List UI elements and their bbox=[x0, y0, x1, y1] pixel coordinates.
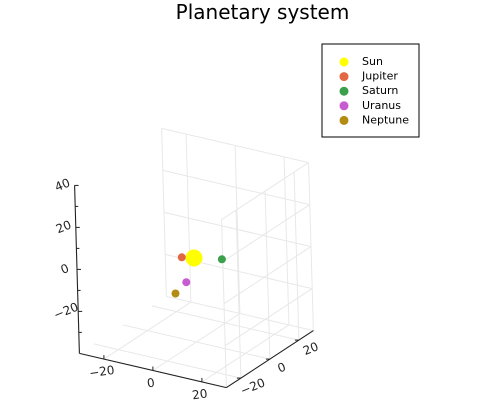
floor-gridline bbox=[93, 343, 242, 379]
pane-edge bbox=[161, 128, 167, 297]
grid-layer bbox=[93, 127, 314, 389]
point-layer bbox=[171, 249, 226, 298]
z-tick-label: 20 bbox=[54, 218, 73, 237]
y-tick-label: −20 bbox=[238, 375, 267, 397]
pane-edge bbox=[161, 127, 309, 164]
z-tick-label: 0 bbox=[59, 261, 71, 277]
legend-label-uranus: Uranus bbox=[362, 99, 401, 112]
point-neptune bbox=[171, 289, 180, 298]
legend-marker-saturn bbox=[339, 86, 349, 96]
point-jupiter bbox=[177, 253, 186, 262]
legend-marker-neptune bbox=[339, 115, 349, 125]
side-wall-gridline bbox=[224, 288, 313, 347]
floor-gridline bbox=[151, 305, 300, 341]
side-wall-gridline bbox=[222, 204, 311, 263]
y-tick-label: 0 bbox=[276, 360, 288, 376]
legend-label-saturn: Saturn bbox=[362, 84, 398, 97]
pane-edge bbox=[221, 219, 227, 388]
legend-label-neptune: Neptune bbox=[362, 113, 409, 126]
back-wall-gridline bbox=[162, 169, 310, 206]
side-wall-gridline bbox=[223, 246, 312, 305]
chart-title: Planetary system bbox=[175, 0, 350, 24]
legend-marker-sun bbox=[339, 57, 349, 67]
x-tick-label: 20 bbox=[191, 386, 208, 400]
axis-layer bbox=[74, 184, 314, 389]
point-uranus bbox=[182, 278, 191, 287]
legend-marker-uranus bbox=[339, 101, 349, 111]
x-tick-label: −20 bbox=[88, 363, 115, 380]
pane-edge bbox=[221, 162, 309, 221]
z-tick-label: 40 bbox=[53, 176, 72, 195]
legend-label-jupiter: Jupiter bbox=[361, 70, 398, 83]
x-tick-label: 0 bbox=[146, 376, 156, 391]
y-tick-label: 20 bbox=[301, 339, 320, 358]
point-saturn bbox=[217, 255, 226, 264]
tick-label-layer: −20 0 20 −20 0 20 −20 0 20 40 bbox=[52, 176, 321, 403]
z-tick-label: −20 bbox=[52, 300, 81, 322]
legend-box bbox=[321, 43, 420, 138]
point-sun bbox=[185, 249, 203, 267]
legend-marker-jupiter bbox=[339, 72, 349, 82]
pane-edge bbox=[166, 295, 314, 332]
floor-gridline bbox=[122, 324, 271, 360]
pane-edge bbox=[308, 162, 314, 331]
legend-label-sun: Sun bbox=[362, 55, 383, 68]
back-wall-gridline bbox=[163, 211, 312, 248]
